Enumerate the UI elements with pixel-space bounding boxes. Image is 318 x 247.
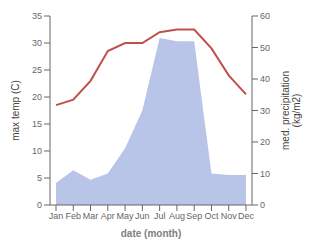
- svg-text:5: 5: [37, 173, 42, 183]
- svg-text:10: 10: [32, 146, 42, 156]
- svg-text:Dec: Dec: [238, 211, 255, 221]
- svg-text:50: 50: [260, 43, 270, 53]
- svg-text:med. precipitation(kg/m2): med. precipitation(kg/m2): [280, 71, 302, 150]
- svg-text:0: 0: [37, 200, 42, 210]
- svg-text:Aug: Aug: [169, 211, 185, 221]
- svg-text:25: 25: [32, 65, 42, 75]
- svg-text:Feb: Feb: [66, 211, 82, 221]
- svg-text:date (month): date (month): [121, 228, 182, 239]
- svg-text:0: 0: [260, 200, 265, 210]
- svg-text:Sep: Sep: [186, 211, 202, 221]
- svg-text:Apr: Apr: [101, 211, 115, 221]
- svg-text:Mar: Mar: [83, 211, 99, 221]
- svg-text:Jul: Jul: [154, 211, 166, 221]
- svg-text:30: 30: [260, 106, 270, 116]
- svg-text:max temp (C): max temp (C): [10, 80, 21, 141]
- svg-text:20: 20: [260, 137, 270, 147]
- svg-text:35: 35: [32, 11, 42, 21]
- svg-text:10: 10: [260, 169, 270, 179]
- svg-text:Nov: Nov: [221, 211, 238, 221]
- svg-text:40: 40: [260, 74, 270, 84]
- svg-text:60: 60: [260, 11, 270, 21]
- svg-text:20: 20: [32, 92, 42, 102]
- svg-text:Oct: Oct: [204, 211, 219, 221]
- svg-text:May: May: [117, 211, 135, 221]
- svg-text:30: 30: [32, 38, 42, 48]
- svg-text:15: 15: [32, 119, 42, 129]
- svg-text:Jan: Jan: [49, 211, 64, 221]
- svg-text:Jun: Jun: [135, 211, 150, 221]
